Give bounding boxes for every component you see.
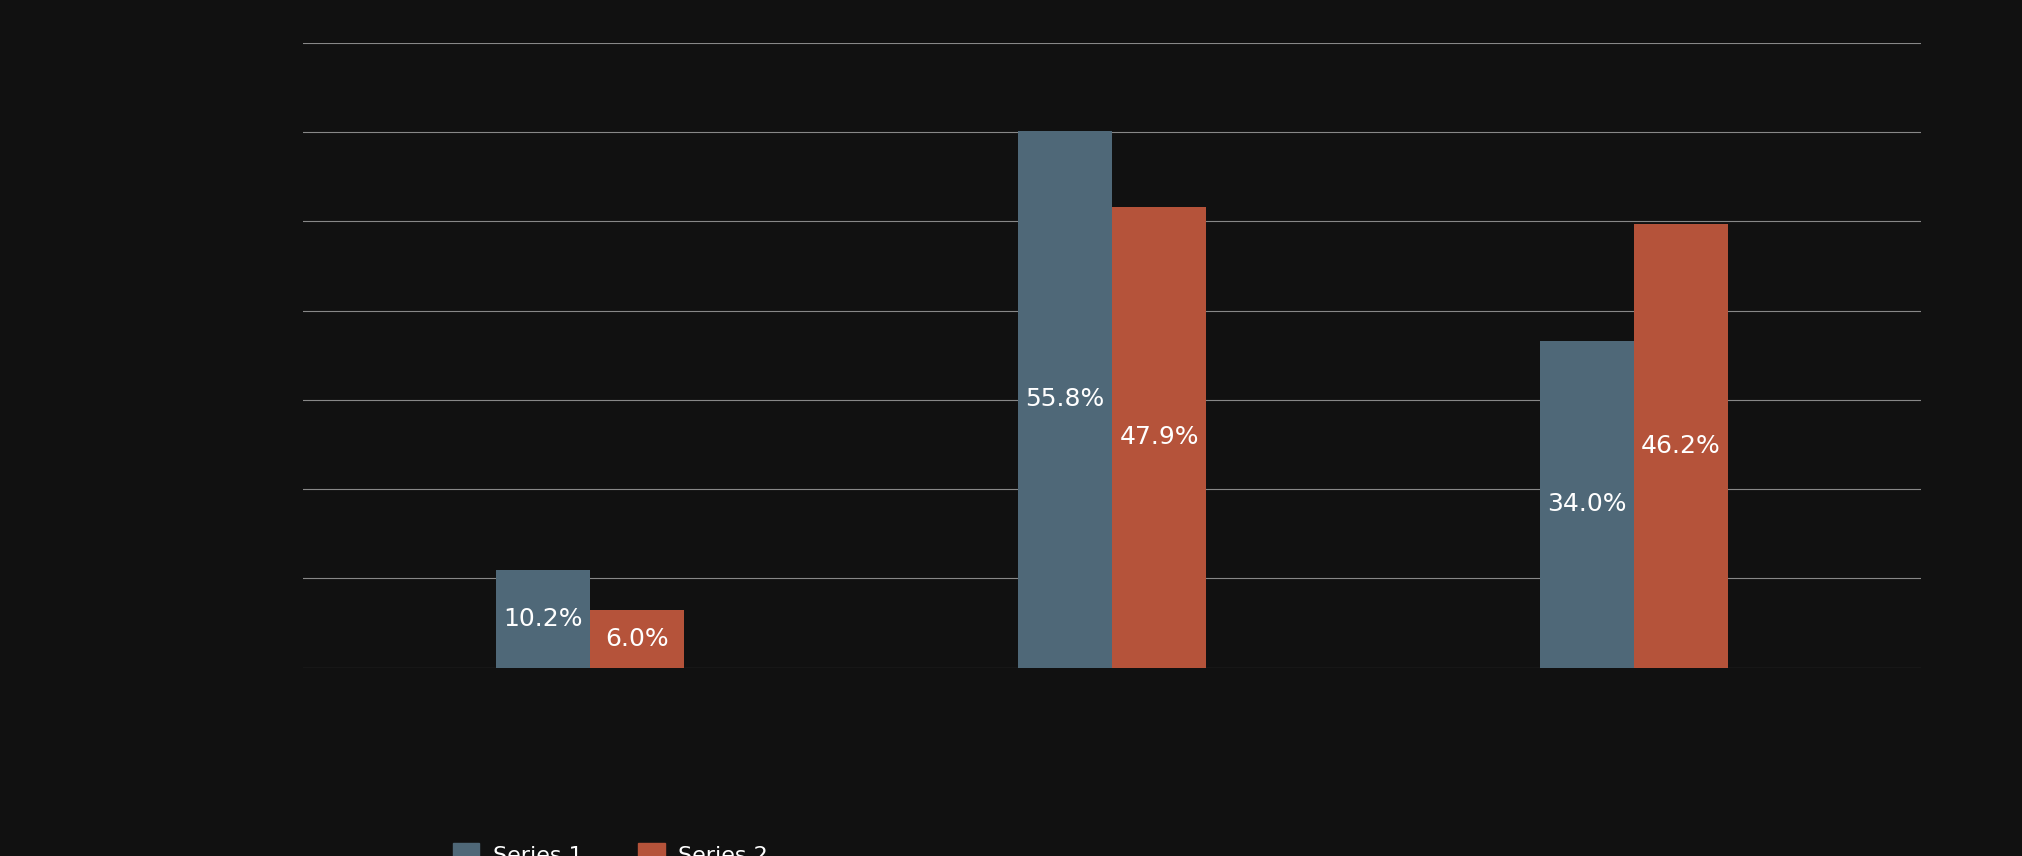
Bar — [1019, 131, 1112, 668]
Bar — [495, 569, 590, 668]
Text: 34.0%: 34.0% — [1547, 492, 1626, 516]
Bar — [1112, 207, 1205, 668]
Text: 46.2%: 46.2% — [1642, 434, 1721, 458]
Bar — [590, 610, 683, 668]
Text: 10.2%: 10.2% — [503, 607, 582, 631]
Bar — [1541, 341, 1634, 668]
Legend: Series 1, Series 2: Series 1, Series 2 — [443, 835, 776, 856]
Bar — [1634, 223, 1729, 668]
Text: 47.9%: 47.9% — [1120, 425, 1199, 449]
Text: 6.0%: 6.0% — [605, 627, 669, 651]
Text: 55.8%: 55.8% — [1025, 388, 1104, 412]
